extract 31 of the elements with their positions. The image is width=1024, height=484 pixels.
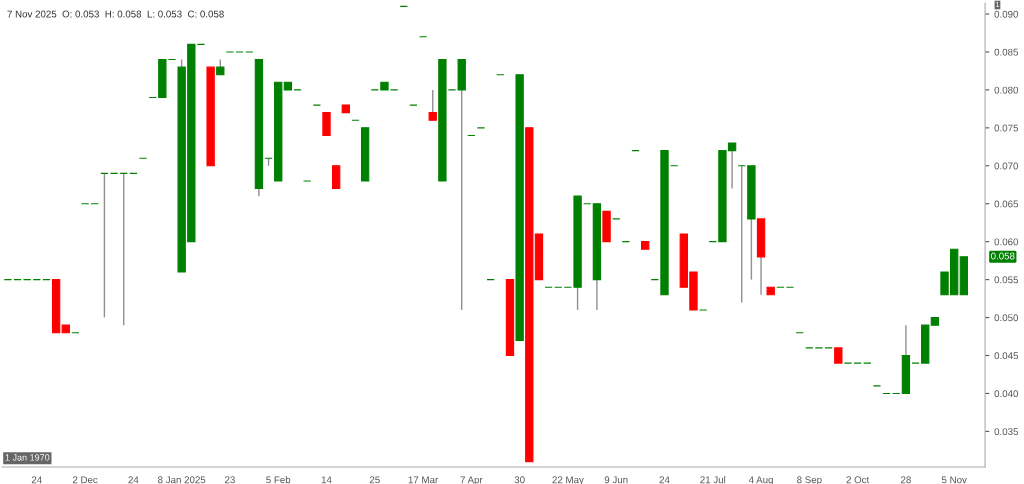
text: 7 Nov 2025 O: 0.053 H: 0.058 L: 0.053 C: 0.058 xyxy=(7,10,224,18)
x-tick-label: 17 Mar xyxy=(408,476,439,484)
y-tick-label: 0.060 xyxy=(994,238,1019,246)
text: 0.058 xyxy=(991,252,1015,260)
x-tick-label: 9 Jun xyxy=(604,476,628,484)
x-tick-label: 24 xyxy=(31,476,42,484)
x-tick-label: 5 Nov xyxy=(941,476,967,484)
y-tick-label: 0.055 xyxy=(994,276,1019,284)
x-tick-label: 21 Jul xyxy=(700,476,726,484)
y-tick-label: 0.065 xyxy=(994,200,1019,208)
x-tick-label: 24 xyxy=(659,476,670,484)
x-tick-label: 28 xyxy=(900,476,911,484)
x-tick-label: 24 xyxy=(128,476,139,484)
y-tick-label: 0.040 xyxy=(994,390,1019,398)
x-tick-label: 2 Dec xyxy=(72,476,98,484)
y-tick-label: 0.045 xyxy=(994,352,1019,360)
x-tick-label: 25 xyxy=(369,476,380,484)
y-tick-label: 0.050 xyxy=(994,314,1019,322)
x-tick-label: 5 Feb xyxy=(266,476,291,484)
x-tick-label: 23 xyxy=(225,476,235,484)
x-tick-label: 14 xyxy=(321,476,332,484)
annotation: 1 Jan 1970 xyxy=(5,454,50,461)
y-tick-label: 0.035 xyxy=(994,428,1019,436)
y-tick-label: 0.070 xyxy=(994,162,1019,170)
y-tick-label: 0.080 xyxy=(994,86,1019,94)
x-tick-label: 2 Oct xyxy=(846,476,870,484)
x-tick-label: 30 xyxy=(514,476,525,484)
x-tick-label: 8 Jan 2025 xyxy=(158,476,206,484)
y-tick-label: 0.090 xyxy=(994,10,1019,18)
y-tick-label: 0.085 xyxy=(994,48,1019,56)
y-tick-label: 0.075 xyxy=(994,124,1019,132)
